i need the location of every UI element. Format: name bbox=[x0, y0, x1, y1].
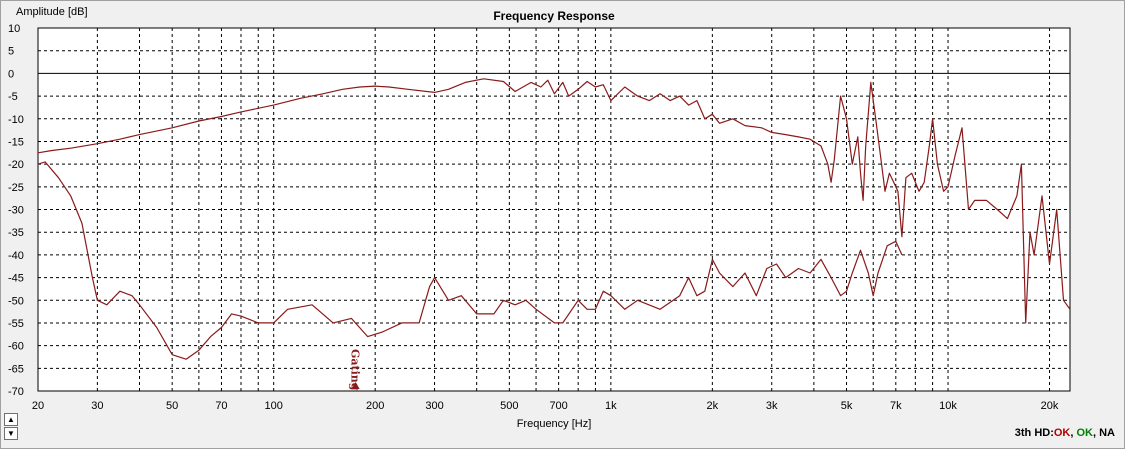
hd-status-item-1: , bbox=[1070, 427, 1077, 439]
y-tick-label: -5 bbox=[8, 91, 18, 103]
x-tick-label: 100 bbox=[264, 400, 282, 412]
y-tick-label: -35 bbox=[8, 227, 24, 239]
series-line-0 bbox=[38, 78, 1070, 324]
x-tick-label: 20 bbox=[32, 400, 44, 412]
x-tick-label: 700 bbox=[549, 400, 567, 412]
x-tick-label: 2k bbox=[707, 400, 719, 412]
x-tick-label: 5k bbox=[841, 400, 853, 412]
x-tick-label: 300 bbox=[425, 400, 443, 412]
y-axis-label: Amplitude [dB] bbox=[16, 6, 88, 18]
hd-status-item-3: , NA bbox=[1093, 427, 1115, 439]
hd-status-item-2: OK bbox=[1076, 427, 1094, 439]
x-tick-label: 7k bbox=[890, 400, 902, 412]
y-tick-label: -70 bbox=[8, 386, 24, 398]
y-tick-label: -25 bbox=[8, 182, 24, 194]
x-tick-label: 20k bbox=[1041, 400, 1059, 412]
hd-status-prefix: 3th HD: bbox=[1014, 427, 1054, 439]
y-tick-label: 0 bbox=[8, 68, 14, 80]
y-tick-label: -10 bbox=[8, 114, 24, 126]
y-tick-label: -15 bbox=[8, 136, 24, 148]
y-tick-label: -50 bbox=[8, 295, 24, 307]
x-tick-label: 10k bbox=[939, 400, 957, 412]
y-tick-label: -20 bbox=[8, 159, 24, 171]
x-tick-label: 50 bbox=[166, 400, 178, 412]
plot-clip-group bbox=[38, 78, 1070, 360]
y-tick-label: -40 bbox=[8, 250, 24, 262]
y-tick-label: -60 bbox=[8, 341, 24, 353]
scroll-up-button[interactable]: ▲ bbox=[4, 413, 18, 426]
hd-status-item-0: OK bbox=[1053, 427, 1071, 439]
y-tick-label: -30 bbox=[8, 205, 24, 217]
scroll-buttons: ▲ ▼ bbox=[4, 413, 18, 441]
y-tick-label: -55 bbox=[8, 318, 24, 330]
scroll-down-button[interactable]: ▼ bbox=[4, 427, 18, 440]
gating-marker: Gating bbox=[349, 349, 362, 391]
x-tick-label: 3k bbox=[766, 400, 778, 412]
x-tick-label: 1k bbox=[605, 400, 617, 412]
chart-title: Frequency Response bbox=[493, 9, 615, 23]
x-tick-label: 500 bbox=[500, 400, 518, 412]
gating-marker-arrow bbox=[351, 382, 360, 389]
series-line-1 bbox=[38, 161, 903, 360]
y-tick-label: -65 bbox=[8, 363, 24, 375]
y-tick-label: 10 bbox=[8, 23, 20, 35]
x-tick-label: 70 bbox=[215, 400, 227, 412]
x-axis-label: Frequency [Hz] bbox=[517, 418, 592, 430]
y-tick-label: 5 bbox=[8, 46, 14, 58]
hd-status: 3th HD:OK, OK, NA bbox=[1015, 427, 1115, 439]
y-tick-label: -45 bbox=[8, 273, 24, 285]
x-tick-label: 30 bbox=[91, 400, 103, 412]
x-tick-label: 200 bbox=[366, 400, 384, 412]
